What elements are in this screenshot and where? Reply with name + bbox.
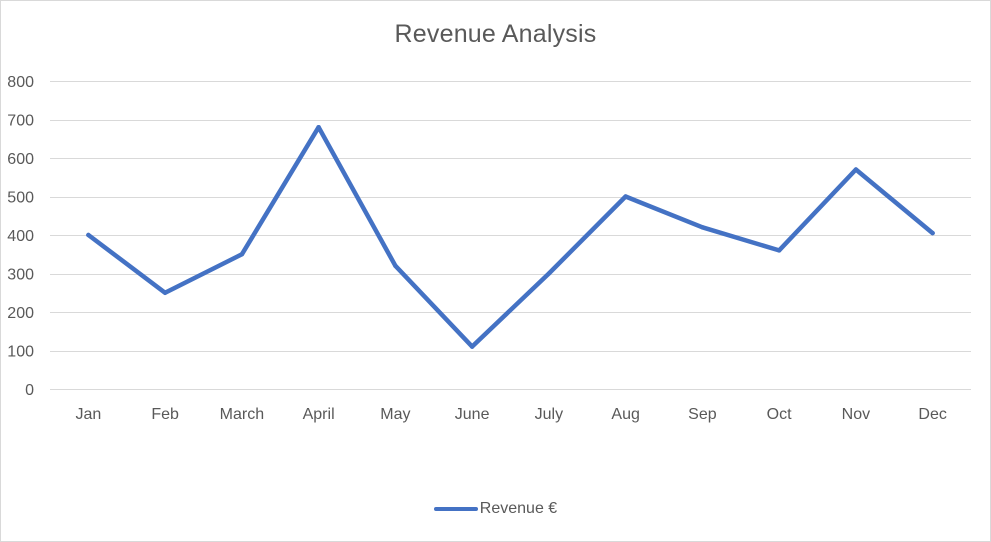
x-tick-label: Aug	[611, 406, 639, 423]
y-tick-label: 200	[7, 305, 34, 322]
data-point	[162, 290, 168, 295]
legend: Revenue €	[1, 500, 990, 518]
x-tick-label: Nov	[842, 406, 870, 423]
x-tick-label: June	[455, 406, 490, 423]
y-tick-label: 400	[7, 228, 34, 245]
y-tick-label: 800	[7, 74, 34, 91]
data-point	[776, 248, 782, 253]
x-tick-label: Sep	[688, 406, 717, 423]
data-point	[469, 344, 475, 349]
y-tick-label: 600	[7, 151, 34, 168]
data-point	[853, 167, 859, 172]
y-tick-label: 700	[7, 113, 34, 130]
x-tick-label: March	[220, 406, 264, 423]
x-tick-label: May	[380, 406, 410, 423]
y-tick-label: 500	[7, 190, 34, 207]
data-point	[623, 194, 628, 199]
x-tick-label: Dec	[918, 406, 946, 423]
data-point	[700, 225, 705, 230]
data-point	[239, 252, 245, 257]
chart-title: Revenue Analysis	[394, 20, 597, 48]
data-point	[316, 125, 321, 130]
x-tick-label: Feb	[151, 406, 179, 423]
legend-item-revenue: Revenue €	[433, 500, 558, 518]
x-tick-label: July	[535, 406, 563, 423]
legend-swatch	[433, 507, 478, 511]
y-tick-label: 0	[25, 382, 34, 399]
series-line-0	[86, 124, 935, 349]
legend-label: Revenue €	[479, 500, 558, 517]
x-tick-label: April	[303, 406, 335, 423]
y-tick-label: 100	[7, 344, 34, 361]
x-tick-label: Jan	[75, 406, 101, 423]
data-point	[86, 232, 91, 238]
y-tick-label: 300	[7, 267, 34, 284]
data-point	[393, 263, 398, 268]
data-point	[930, 230, 935, 236]
x-tick-label: Oct	[767, 406, 792, 423]
data-point	[546, 271, 552, 276]
